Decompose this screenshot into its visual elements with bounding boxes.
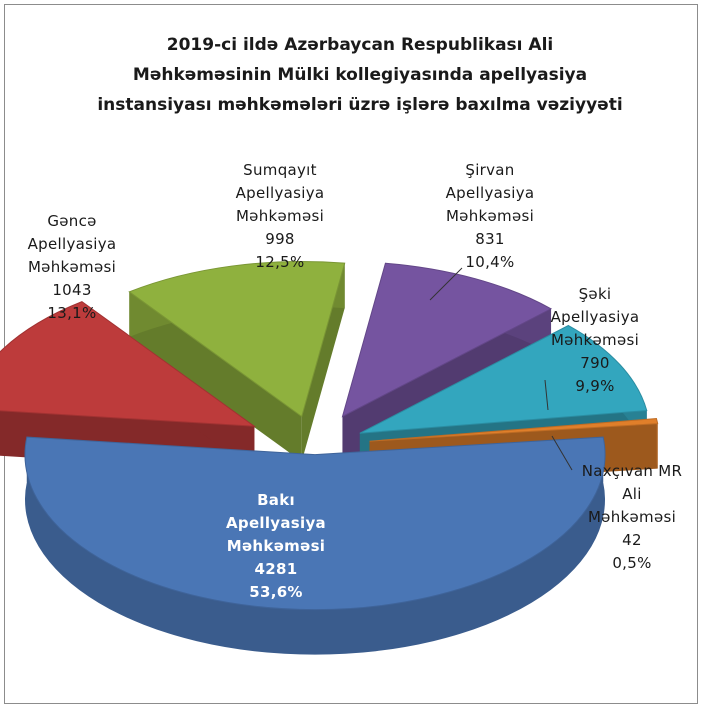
slice-naxcivan-rim	[656, 418, 658, 469]
slice-sumqayit-top	[128, 260, 346, 418]
label-gence-percent: 13,1%	[47, 304, 97, 322]
label-sirvan-line2: Apellyasiya	[445, 184, 535, 202]
label-sumqayit-percent: 12,5%	[255, 253, 305, 271]
label-sumqayit-line3: Məhkəməsi	[235, 207, 325, 225]
label-seki-line3: Məhkəməsi	[550, 331, 640, 349]
slice-baki-top	[24, 436, 606, 611]
label-seki-percent: 9,9%	[575, 377, 615, 395]
label-sirvan-value: 831	[475, 230, 505, 248]
label-seki-line1: Şəki	[578, 285, 612, 303]
label-seki: Şəki Apellyasiya Məhkəməsi 790 9,9%	[530, 283, 660, 398]
label-gence-line1: Gəncə	[47, 212, 97, 230]
label-gence: Gəncə Apellyasiya Məhkəməsi 1043 13,1%	[12, 210, 132, 325]
label-naxcivan-line3: Məhkəməsi	[587, 508, 677, 526]
leader-line-sirvan	[429, 267, 463, 301]
label-sumqayit-line1: Sumqayıt	[243, 161, 317, 179]
slice-sumqayit-wall-a	[129, 291, 302, 462]
label-naxcivan-line1: Naxçıvan MR	[581, 462, 683, 480]
label-baki-value: 4281	[254, 560, 298, 578]
slice-gence-top	[0, 301, 257, 427]
label-sirvan-line3: Məhkəməsi	[445, 207, 535, 225]
label-baki-percent: 53,6%	[249, 583, 303, 601]
label-seki-line2: Apellyasiya	[550, 308, 640, 326]
slice-baki	[24, 436, 606, 655]
label-seki-value: 790	[580, 354, 610, 372]
slice-sumqayit-wall-b	[301, 263, 345, 462]
title-line-3: instansiyası məhkəmələri üzrə işlərə bax…	[97, 95, 623, 115]
chart-title: 2019-ci ildə Azərbaycan Respublikası Ali…	[40, 30, 680, 120]
label-naxcivan-line2: Ali	[622, 485, 642, 503]
title-line-1: 2019-ci ildə Azərbaycan Respublikası Ali	[166, 35, 554, 55]
label-baki-line3: Məhkəməsi	[226, 537, 326, 555]
leader-line-seki	[544, 379, 549, 411]
label-sirvan: Şirvan Apellyasiya Məhkəməsi 831 10,4%	[425, 159, 555, 274]
slice-baki-rim	[24, 437, 605, 655]
slice-sumqayit	[128, 260, 346, 462]
label-baki: Bakı Apellyasiya Məhkəməsi 4281 53,6%	[196, 489, 356, 604]
slice-naxcivan-top	[369, 418, 659, 442]
label-sumqayit-value: 998	[265, 230, 295, 248]
label-gence-line2: Apellyasiya	[27, 235, 117, 253]
label-naxcivan-percent: 0,5%	[612, 554, 652, 572]
label-baki-line2: Apellyasiya	[226, 514, 326, 532]
leader-line-naxcivan	[551, 435, 573, 471]
slice-seki-top	[359, 324, 648, 434]
title-line-2: Məhkəməsinin Mülki kollegiyasında apelly…	[132, 65, 588, 85]
label-sirvan-line1: Şirvan	[465, 161, 515, 179]
slice-sirvan-top	[341, 262, 553, 418]
label-baki-line1: Bakı	[257, 491, 295, 509]
label-gence-value: 1043	[52, 281, 92, 299]
label-naxcivan: Naxçıvan MR Ali Məhkəməsi 42 0,5%	[567, 460, 697, 575]
label-gence-line3: Məhkəməsi	[27, 258, 117, 276]
label-sirvan-percent: 10,4%	[465, 253, 515, 271]
label-sumqayit: Sumqayıt Apellyasiya Məhkəməsi 998 12,5%	[215, 159, 345, 274]
label-sumqayit-line2: Apellyasiya	[235, 184, 325, 202]
label-naxcivan-value: 42	[622, 531, 642, 549]
